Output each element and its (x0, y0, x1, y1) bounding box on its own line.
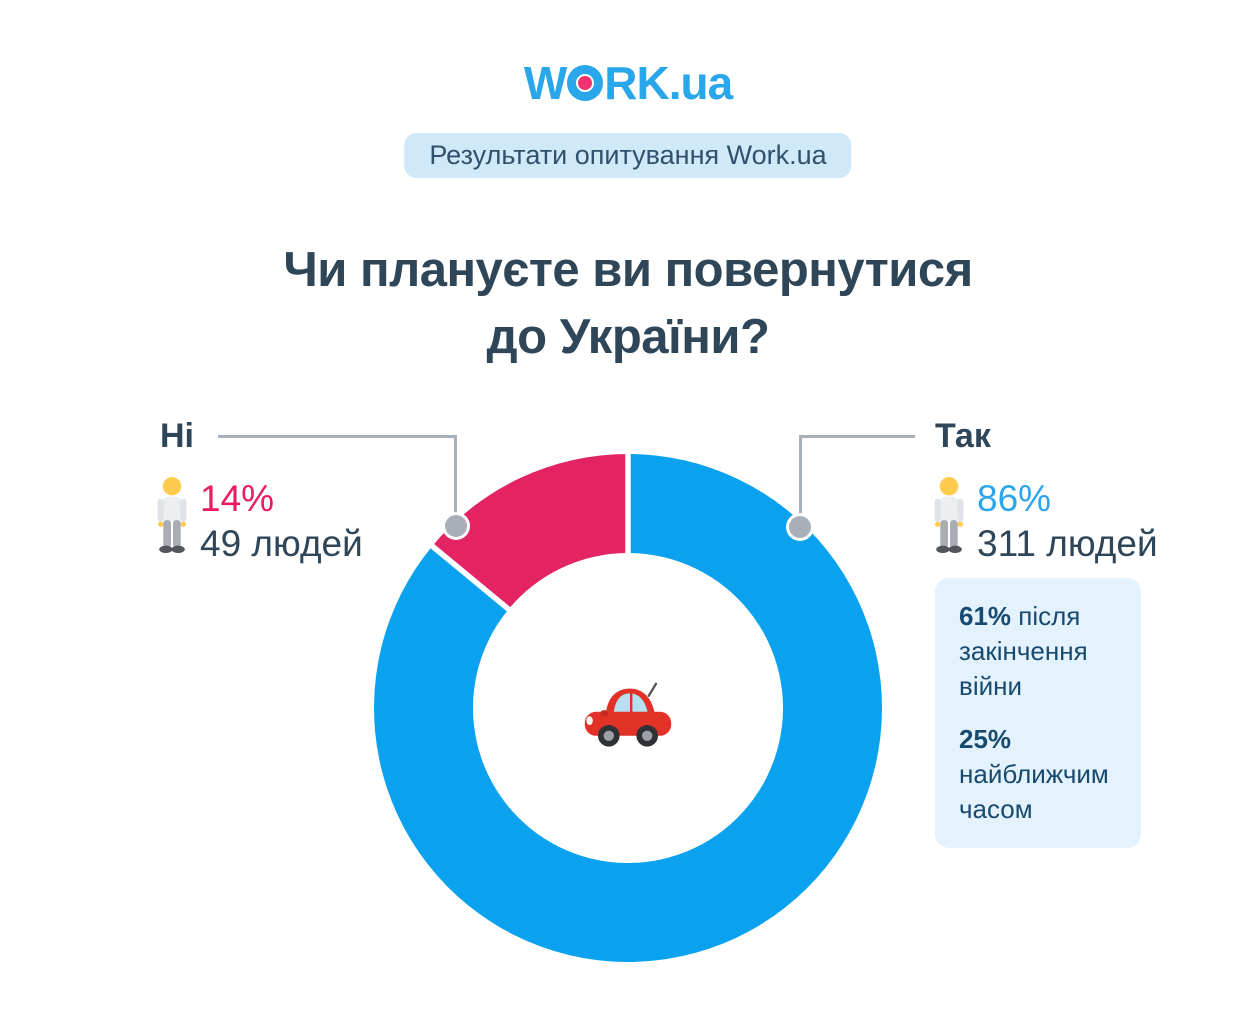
count-yes: 311 людей (977, 523, 1158, 564)
survey-results-badge: Результати опитування Work.ua (404, 133, 852, 178)
slice-separator (425, 539, 515, 616)
logo-row: W RK .ua (0, 56, 1256, 110)
info-item-text: найближчим часом (959, 759, 1109, 824)
car-icon (580, 677, 676, 753)
page-title-line1: Чи плануєте ви повернутися (283, 243, 973, 297)
info-item-text: після закінчення війни (959, 601, 1088, 701)
info-item-percent: 25% (959, 724, 1012, 754)
callout-line-yes-vertical (799, 435, 802, 517)
page-title: Чи плануєте ви повернутися до України? (0, 237, 1256, 371)
workua-logo: W RK .ua (523, 56, 733, 110)
info-item-soon: 25% найближчим часом (959, 722, 1117, 827)
logo-text-right: RK (604, 57, 669, 109)
callout-dot-yes (789, 516, 811, 538)
page-title-line2: до України? (486, 310, 770, 364)
info-box: 61% після закінчення війни 25% найближчи… (935, 578, 1141, 848)
donut-slice-0 (374, 454, 882, 962)
car-icon-svg (584, 682, 672, 747)
logo-suffix: .ua (668, 57, 733, 109)
stats-no: 14% 49 людей (153, 476, 363, 566)
callout-line-no-horizontal (218, 435, 455, 438)
donut-chart (374, 448, 882, 962)
percent-no: 14% (200, 478, 275, 519)
label-no: Ні (160, 417, 194, 455)
person-icon (157, 477, 187, 554)
stats-yes: 86% 311 людей (930, 476, 1158, 566)
info-item-percent: 61% (959, 601, 1012, 631)
stats-no-text: 14% 49 людей (200, 476, 363, 566)
logo-o-icon (567, 65, 604, 101)
callout-line-no-vertical (454, 435, 457, 517)
label-yes: Так (935, 417, 991, 455)
info-item-after-war: 61% після закінчення війни (959, 599, 1117, 704)
stats-yes-text: 86% 311 людей (977, 476, 1158, 566)
count-no: 49 людей (200, 523, 363, 564)
logo-text-left: W (523, 57, 567, 109)
callout-dot-no (445, 515, 467, 537)
person-icon (934, 477, 964, 554)
donut-slice-1 (432, 454, 628, 610)
callout-line-yes-horizontal (799, 435, 915, 438)
percent-yes: 86% (977, 478, 1052, 519)
logo-dot-icon (578, 76, 593, 90)
